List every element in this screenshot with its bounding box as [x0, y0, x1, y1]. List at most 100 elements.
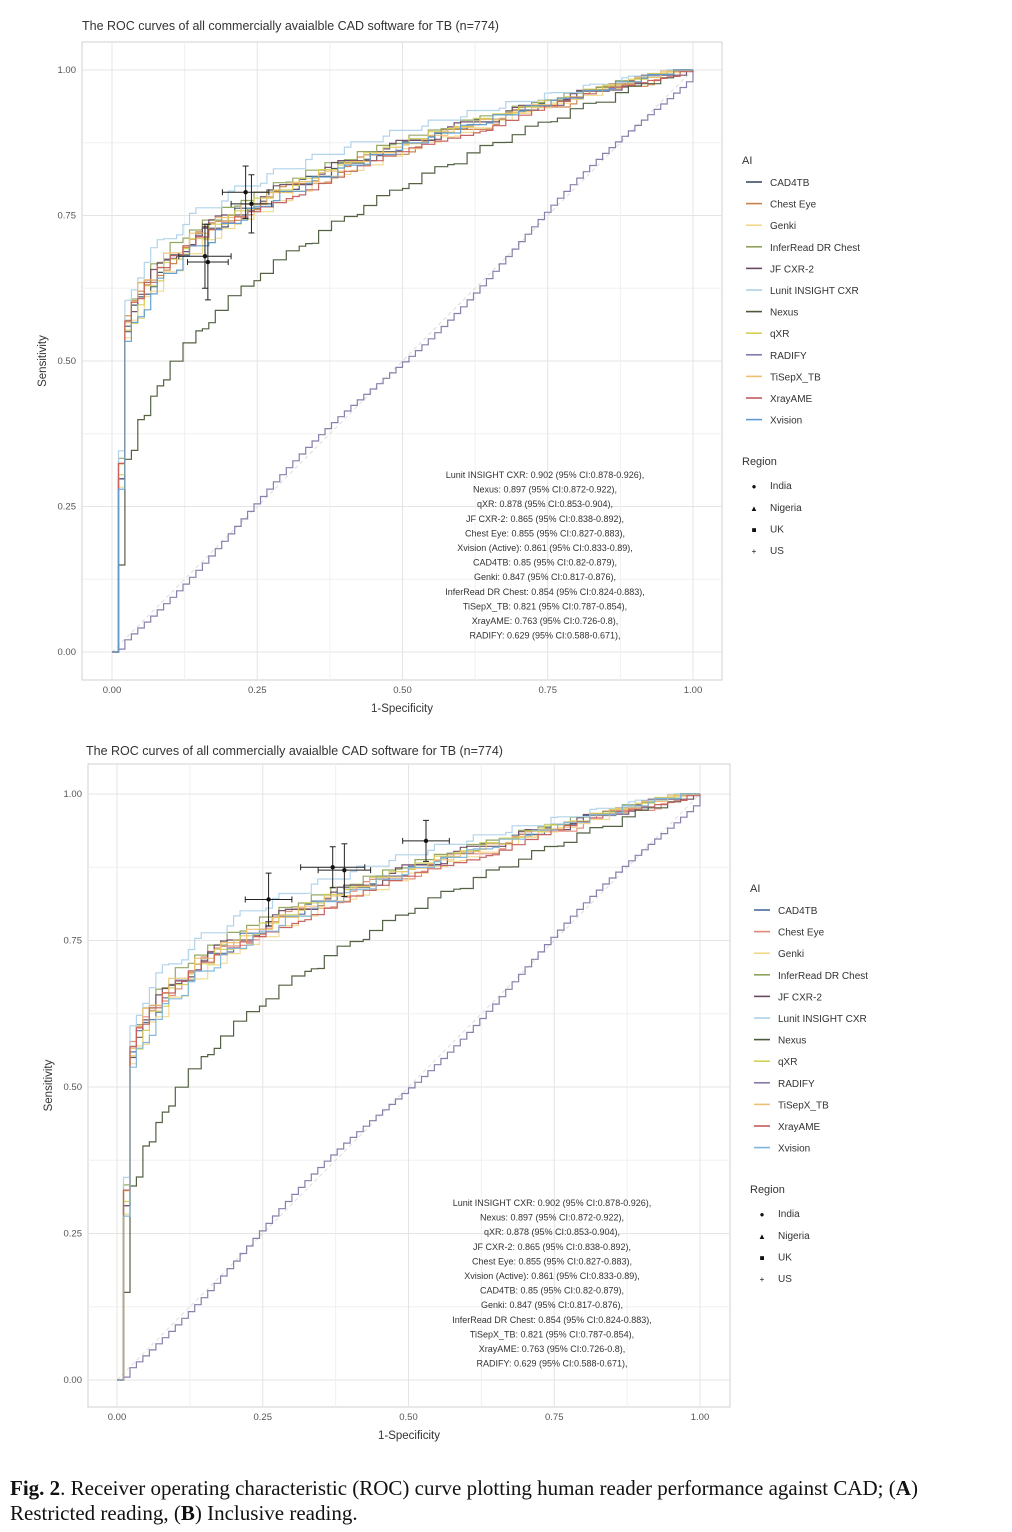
auc-annotation: CAD4TB: 0.85 (95% CI:0.82-0.879), [473, 558, 617, 568]
auc-annotation: Lunit INSIGHT CXR: 0.902 (95% CI:0.878-0… [446, 470, 644, 480]
chart-b-auc-annotations: Lunit INSIGHT CXR: 0.902 (95% CI:0.878-0… [452, 1198, 652, 1369]
chart-a-ytick-label: 0.00 [58, 647, 77, 658]
chart-b-reader-points [244, 819, 450, 927]
chart-a-xtick-label: 0.50 [393, 685, 412, 696]
roc-curve-lunit-insight-cxr [117, 793, 700, 1381]
caption-text-2: ) Restricted reading, ( [10, 1476, 918, 1525]
chart-a-ylabel: Sensitivity [37, 335, 49, 387]
reader-point-us [230, 174, 273, 234]
reader-marker [202, 254, 208, 259]
reader-marker [243, 190, 248, 195]
roc-chart-panel-a: The ROC curves of all commercially avaia… [0, 0, 1012, 728]
chart-a-ytick-label: 0.50 [58, 356, 77, 367]
legend-symbol-india: ● [760, 1210, 765, 1219]
reader-marker [330, 865, 335, 870]
chart-a-xtick-label: 0.00 [103, 685, 122, 696]
legend-symbol-india: ● [752, 482, 757, 491]
legend-item-jf-cxr-2: JF CXR-2 [778, 992, 822, 1003]
reader-marker [342, 867, 347, 873]
chart-b-ytick-label: 0.50 [64, 1082, 83, 1093]
chart-a-xtick-label: 0.75 [539, 685, 558, 696]
legend-ai-title: AI [750, 883, 760, 895]
chart-b-ytick-label: 0.25 [64, 1229, 83, 1240]
auc-annotation: CAD4TB: 0.85 (95% CI:0.82-0.879), [480, 1286, 624, 1296]
chart-b-xtick-label: 0.25 [254, 1412, 273, 1423]
legend-region-us: US [770, 546, 784, 557]
auc-annotation: qXR: 0.878 (95% CI:0.853-0.904), [477, 499, 613, 509]
auc-annotation: TiSepX_TB: 0.821 (95% CI:0.787-0.854), [470, 1329, 634, 1339]
chart-b-curves [117, 793, 701, 1381]
roc-chart-a-svg: The ROC curves of all commercially avaia… [37, 19, 860, 715]
auc-annotation: InferRead DR Chest: 0.854 (95% CI:0.824-… [445, 587, 645, 597]
chart-b-xtick-label: 1.00 [691, 1412, 710, 1423]
chart-a-xlabel: 1-Specificity [371, 703, 433, 715]
legend-region-nigeria: Nigeria [778, 1231, 810, 1242]
chart-a-xtick-label: 1.00 [684, 685, 703, 696]
legend-item-nexus: Nexus [778, 1036, 806, 1047]
legend-item-tisepx-tb: TiSepX_TB [770, 372, 821, 383]
reader-point-nigeria [187, 223, 229, 301]
legend-item-cad4tb: CAD4TB [778, 906, 818, 917]
legend-item-xvision: Xvision [778, 1144, 810, 1155]
chart-a-ytick-label: 0.25 [58, 502, 77, 513]
legend-item-xrayame: XrayAME [770, 394, 813, 405]
legend-item-lunit-insight-cxr: Lunit INSIGHT CXR [770, 286, 859, 297]
legend-region-india: India [770, 481, 792, 492]
caption-text-1: . Receiver operating characteristic (ROC… [60, 1476, 896, 1500]
legend-symbol-uk: ■ [760, 1253, 765, 1262]
auc-annotation: Genki: 0.847 (95% CI:0.817-0.876), [474, 572, 616, 582]
auc-annotation: Lunit INSIGHT CXR: 0.902 (95% CI:0.878-0… [453, 1198, 651, 1208]
legend-region-uk: UK [770, 524, 784, 535]
auc-annotation: Genki: 0.847 (95% CI:0.817-0.876), [481, 1300, 623, 1310]
legend-item-genki: Genki [778, 949, 804, 960]
chart-b-ytick-label: 0.75 [64, 936, 83, 947]
auc-annotation: JF CXR-2: 0.865 (95% CI:0.838-0.892), [466, 514, 624, 524]
reader-marker [266, 897, 271, 902]
roc-curve-qxr [112, 69, 694, 653]
roc-curve-qxr [117, 793, 701, 1381]
legend-region-title: Region [750, 1184, 785, 1196]
chart-b-legend: AI CAD4TB Chest Eye Genki InferRead DR Chest… [750, 883, 868, 1285]
auc-annotation: InferRead DR Chest: 0.854 (95% CI:0.824-… [452, 1315, 652, 1325]
caption-label-b: B [180, 1501, 195, 1525]
figure-caption: Fig. 2. Receiver operating characteristi… [10, 1476, 1000, 1526]
roc-curve-radify [117, 794, 701, 1381]
figure-label: Fig. 2 [10, 1476, 61, 1500]
auc-annotation: XrayAME: 0.763 (95% CI:0.726-0.8), [479, 1344, 626, 1354]
legend-region-india: India [778, 1209, 800, 1220]
chart-a-legend: AI CAD4TB Chest Eye Genki InferRead DR Chest… [742, 155, 860, 557]
legend-item-nexus: Nexus [770, 308, 798, 319]
legend-region-title: Region [742, 456, 777, 468]
legend-item-xvision: Xvision [770, 416, 802, 427]
chart-a-title: The ROC curves of all commercially avaia… [82, 19, 499, 33]
chart-b-xtick-label: 0.00 [108, 1412, 127, 1423]
chart-a-ytick-label: 0.75 [58, 211, 77, 222]
auc-annotation: qXR: 0.878 (95% CI:0.853-0.904), [484, 1227, 620, 1237]
roc-curve-xvision [117, 793, 700, 1381]
legend-symbol-us: + [752, 547, 757, 556]
roc-curve-nexus [112, 69, 693, 653]
reader-marker [249, 201, 254, 207]
legend-item-xrayame: XrayAME [778, 1122, 821, 1133]
legend-item-genki: Genki [770, 221, 796, 232]
legend-region-us: US [778, 1274, 792, 1285]
legend-symbol-uk: ■ [752, 525, 757, 534]
auc-annotation: XrayAME: 0.763 (95% CI:0.726-0.8), [472, 616, 619, 626]
reader-point-uk [221, 165, 270, 219]
legend-region-uk: UK [778, 1252, 792, 1263]
legend-item-qxr: qXR [778, 1057, 797, 1068]
legend-item-qxr: qXR [770, 329, 789, 340]
legend-symbol-nigeria: ▲ [758, 1232, 766, 1241]
legend-symbol-us: + [760, 1275, 765, 1284]
reader-point-india [244, 872, 293, 927]
legend-item-chest-eye: Chest Eye [770, 200, 817, 211]
reader-marker [423, 838, 429, 844]
legend-item-inferread-dr-chest: InferRead DR Chest [778, 971, 868, 982]
caption-text-3: ) Inclusive reading. [194, 1501, 358, 1525]
roc-chart-panel-b: The ROC curves of all commercially avaia… [0, 728, 1012, 1458]
chart-b-xtick-label: 0.75 [545, 1412, 564, 1423]
auc-annotation: Xvision (Active): 0.861 (95% CI:0.833-0.… [457, 543, 633, 553]
chart-a-auc-annotations: Lunit INSIGHT CXR: 0.902 (95% CI:0.878-0… [445, 470, 645, 641]
chart-b-xtick-label: 0.50 [399, 1412, 418, 1423]
auc-annotation: Nexus: 0.897 (95% CI:0.872-0.922), [480, 1213, 624, 1223]
